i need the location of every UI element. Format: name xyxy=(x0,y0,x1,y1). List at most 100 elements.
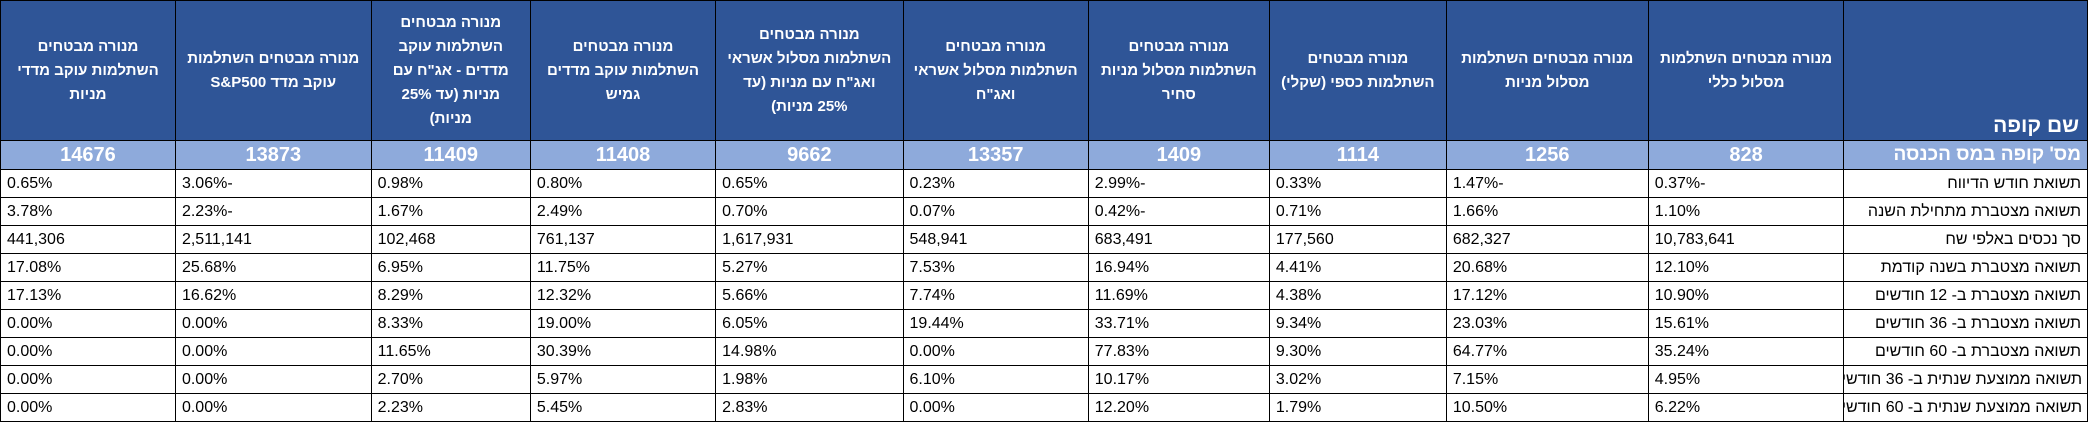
value-cell: -2.23% xyxy=(174,197,372,226)
column-header: מנורה מבטחים השתלמות מסלול כללי xyxy=(1647,0,1845,141)
value-cell: 0.00% xyxy=(174,393,372,422)
value-cell: 19.00% xyxy=(529,309,717,338)
table-row: תשואה ממוצעת שנתית ב- 36 חודשים4.95%7.15… xyxy=(0,365,2088,394)
value-cell: 102,468 xyxy=(370,225,531,254)
value-cell: 0.23% xyxy=(902,169,1089,198)
value-cell: 1,617,931 xyxy=(715,225,904,254)
table-row: תשואה ממוצעת שנתית ב- 60 חודשים6.22%10.5… xyxy=(0,393,2088,422)
value-cell: -3.06% xyxy=(174,169,372,198)
value-cell: 6.05% xyxy=(715,309,904,338)
column-header: מנורה מבטחים השתלמות מסלול מניות סחיר xyxy=(1087,0,1270,141)
value-cell: 23.03% xyxy=(1445,309,1649,338)
value-cell: 10,783,641 xyxy=(1647,225,1845,254)
column-header: מנורה מבטחים השתלמות כספי (שקלי) xyxy=(1268,0,1447,141)
value-cell: -1.47% xyxy=(1445,169,1649,198)
value-cell: 35.24% xyxy=(1647,337,1845,366)
fund-id-cell: 9662 xyxy=(715,140,904,170)
fund-id-cell: 11409 xyxy=(370,140,531,170)
value-cell: 11.69% xyxy=(1087,281,1270,310)
value-cell: 683,491 xyxy=(1087,225,1270,254)
row-label: תשואה מצטברת ב- 36 חודשים xyxy=(1843,309,2088,338)
value-cell: 19.44% xyxy=(902,309,1089,338)
value-cell: 20.68% xyxy=(1445,253,1649,282)
row-label: סך נכסים באלפי שח xyxy=(1843,225,2088,254)
fund-id-cell: 828 xyxy=(1647,140,1845,170)
row-label: תשואה ממוצעת שנתית ב- 36 חודשים xyxy=(1843,365,2088,394)
value-cell: 0.65% xyxy=(0,169,176,198)
value-cell: 2.70% xyxy=(370,365,531,394)
row-label: תשואה מצטברת בשנה קודמת xyxy=(1843,253,2088,282)
value-cell: 0.00% xyxy=(0,393,176,422)
value-cell: 17.08% xyxy=(0,253,176,282)
value-cell: 1.10% xyxy=(1647,197,1845,226)
data-rows: תשואת חודש הדיווח -0.37% -1.47% 0.33% -2.99%… xyxy=(0,169,2088,422)
value-cell: 7.53% xyxy=(902,253,1089,282)
value-cell: -0.37% xyxy=(1647,169,1845,198)
value-cell: 5.27% xyxy=(715,253,904,282)
value-cell: 64.77% xyxy=(1445,337,1649,366)
column-header: מנורה מבטחים השתלמות עוקב מדד S&P500 xyxy=(174,0,372,141)
value-cell: -0.42% xyxy=(1087,197,1270,226)
table-row: תשואת חודש הדיווח -0.37% -1.47% 0.33% -2.99%… xyxy=(0,169,2088,198)
value-cell: 9.34% xyxy=(1268,309,1447,338)
row-label: תשואה ממוצעת שנתית ב- 60 חודשים xyxy=(1843,393,2088,422)
value-cell: 10.50% xyxy=(1445,393,1649,422)
value-cell: 25.68% xyxy=(174,253,372,282)
value-cell: 7.15% xyxy=(1445,365,1649,394)
fund-id-cell: 13873 xyxy=(174,140,372,170)
value-cell: 0.00% xyxy=(902,393,1089,422)
value-cell: 33.71% xyxy=(1087,309,1270,338)
fund-id-row: מס' קופה במס הכנסה 828 1256 1114 1409 13… xyxy=(0,140,2088,170)
value-cell: 0.70% xyxy=(715,197,904,226)
row-label: תשואה מצטברת ב- 60 חודשים xyxy=(1843,337,2088,366)
value-cell: 0.00% xyxy=(174,309,372,338)
value-cell: 15.61% xyxy=(1647,309,1845,338)
value-cell: 11.65% xyxy=(370,337,531,366)
value-cell: 4.95% xyxy=(1647,365,1845,394)
column-header: מנורה מבטחים השתלמות עוקב מדדים - אג"ח ע… xyxy=(370,0,531,141)
value-cell: 11.75% xyxy=(529,253,717,282)
table-row: סך נכסים באלפי שח 10,783,641 682,327 177,56… xyxy=(0,225,2088,254)
value-cell: 12.32% xyxy=(529,281,717,310)
value-cell: 14.98% xyxy=(715,337,904,366)
value-cell: 0.00% xyxy=(174,337,372,366)
value-cell: 2.49% xyxy=(529,197,717,226)
value-cell: 441,306 xyxy=(0,225,176,254)
header-row: שם קופה מנורה מבטחים השתלמות מסלול כללי … xyxy=(0,0,2088,141)
table-row: תשואה מצטברת ב- 12 חודשים 10.90% 17.12% 4.3… xyxy=(0,281,2088,310)
value-cell: 1.98% xyxy=(715,365,904,394)
fund-id-cell: 13357 xyxy=(902,140,1089,170)
row-label: תשואה מצטברת מתחילת השנה xyxy=(1843,197,2088,226)
value-cell: 8.33% xyxy=(370,309,531,338)
column-header: מנורה מבטחים השתלמות מסלול אשראי ואג"ח xyxy=(902,0,1089,141)
fund-id-cell: 1409 xyxy=(1087,140,1270,170)
table-row: תשואה מצטברת מתחילת השנה 1.10% 1.66% 0.71% -… xyxy=(0,197,2088,226)
value-cell: 4.41% xyxy=(1268,253,1447,282)
value-cell: 9.30% xyxy=(1268,337,1447,366)
fund-id-cell: 1114 xyxy=(1268,140,1447,170)
value-cell: 16.62% xyxy=(174,281,372,310)
value-cell: 177,560 xyxy=(1268,225,1447,254)
value-cell: 17.13% xyxy=(0,281,176,310)
value-cell: 0.71% xyxy=(1268,197,1447,226)
value-cell: 0.00% xyxy=(0,309,176,338)
value-cell: 5.97% xyxy=(529,365,717,394)
value-cell: 682,327 xyxy=(1445,225,1649,254)
value-cell: 10.90% xyxy=(1647,281,1845,310)
table-row: תשואה מצטברת ב- 60 חודשים 35.24% 64.77% 9.3… xyxy=(0,337,2088,366)
row-label: תשואת חודש הדיווח xyxy=(1843,169,2088,198)
value-cell: 0.00% xyxy=(0,337,176,366)
table-row: תשואה מצטברת ב- 36 חודשים 15.61% 23.03% 9.3… xyxy=(0,309,2088,338)
fund-id-cell: 1256 xyxy=(1445,140,1649,170)
value-cell: 0.98% xyxy=(370,169,531,198)
value-cell: 77.83% xyxy=(1087,337,1270,366)
column-header: מנורה מבטחים השתלמות עוקב מדדי מניות xyxy=(0,0,176,141)
corner-label: שם קופה xyxy=(1843,0,2088,141)
value-cell: 1.67% xyxy=(370,197,531,226)
value-cell: 548,941 xyxy=(902,225,1089,254)
value-cell: 761,137 xyxy=(529,225,717,254)
value-cell: 1.79% xyxy=(1268,393,1447,422)
table-row: תשואה מצטברת בשנה קודמת 12.10% 20.68% 4.41%… xyxy=(0,253,2088,282)
value-cell: 30.39% xyxy=(529,337,717,366)
value-cell: 4.38% xyxy=(1268,281,1447,310)
